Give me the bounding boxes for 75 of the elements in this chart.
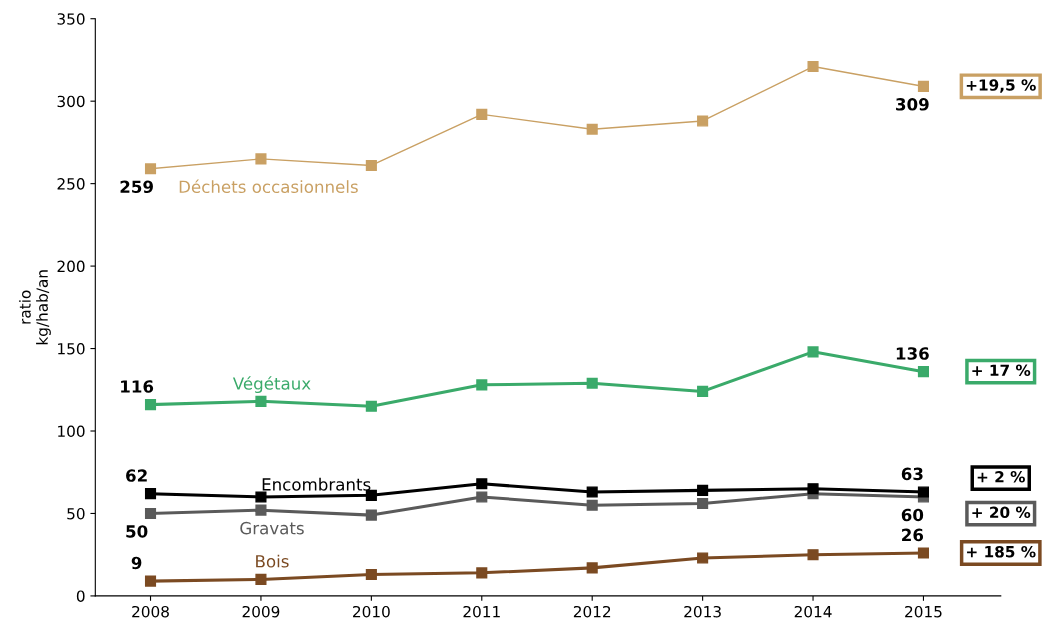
y-tick-label: 50: [67, 507, 85, 520]
y-axis-title: ratio kg/hab/an: [18, 270, 51, 345]
y-tick-label: 150: [58, 343, 85, 355]
data-label: 50: [126, 525, 148, 538]
x-tick-label: 2008: [132, 605, 169, 618]
point: [365, 489, 377, 501]
point: [476, 478, 488, 490]
x-tick-label: 2011: [463, 605, 500, 618]
point: [255, 395, 267, 407]
x-tick-label: 2015: [905, 605, 942, 618]
point: [476, 491, 488, 503]
series-label: Végétaux: [232, 376, 311, 394]
point: [586, 486, 598, 498]
point: [255, 573, 267, 585]
point: [807, 549, 819, 561]
point: [807, 60, 819, 73]
annotation: + 20 %: [972, 506, 1031, 519]
data-label: 62: [126, 469, 147, 482]
point: [255, 504, 267, 516]
data-label: 136: [896, 347, 929, 360]
annotation: +19,5 %: [966, 79, 1036, 93]
point: [586, 562, 598, 574]
y-tick-label: 0: [76, 590, 85, 602]
point: [697, 484, 709, 496]
point: [144, 488, 157, 500]
point: [144, 507, 157, 520]
point: [586, 123, 598, 135]
annotation: + 17 %: [972, 364, 1031, 377]
y-tick-label: 100: [58, 425, 85, 438]
series-label: Encombrants: [262, 477, 371, 491]
point: [917, 547, 930, 559]
point: [917, 80, 930, 92]
point: [917, 486, 930, 498]
data-label: 63: [901, 467, 923, 481]
point: [476, 567, 488, 579]
y-tick-label: 200: [57, 260, 85, 273]
point: [144, 399, 157, 411]
point: [365, 400, 377, 412]
point: [365, 568, 377, 581]
x-tick-label: 2013: [684, 605, 721, 618]
data-label: 9: [131, 556, 142, 570]
data-label: 26: [902, 528, 924, 542]
point: [476, 108, 488, 120]
series-label: Bois: [256, 554, 289, 568]
data-label: 309: [896, 98, 929, 111]
y-tick-label: 250: [57, 178, 85, 190]
point: [255, 491, 267, 503]
series-label: Gravats: [240, 521, 304, 535]
point: [144, 575, 157, 587]
annotation: + 2 %: [977, 471, 1025, 483]
point: [365, 509, 377, 521]
point: [807, 346, 819, 358]
point: [476, 379, 488, 391]
annotation: + 185 %: [967, 545, 1036, 558]
series-label: Déchets occasionnels: [179, 179, 358, 194]
point: [697, 498, 709, 510]
point: [697, 552, 709, 564]
point: [586, 499, 598, 511]
point: [807, 483, 819, 495]
point: [144, 163, 157, 175]
y-tick-label: 300: [57, 95, 85, 108]
y-tick-label: 350: [57, 13, 85, 25]
data-label: 60: [901, 508, 924, 522]
point: [917, 366, 930, 378]
point: [586, 377, 598, 389]
point: [697, 115, 709, 127]
data-label: 116: [121, 380, 154, 393]
x-tick-label: 2010: [353, 605, 390, 618]
point: [255, 153, 267, 165]
data-label: 259: [120, 180, 153, 194]
point: [697, 385, 709, 397]
x-tick-label: 2014: [794, 605, 832, 618]
x-tick-label: 2012: [573, 605, 611, 618]
x-tick-label: 2009: [242, 605, 280, 618]
point: [365, 159, 377, 172]
